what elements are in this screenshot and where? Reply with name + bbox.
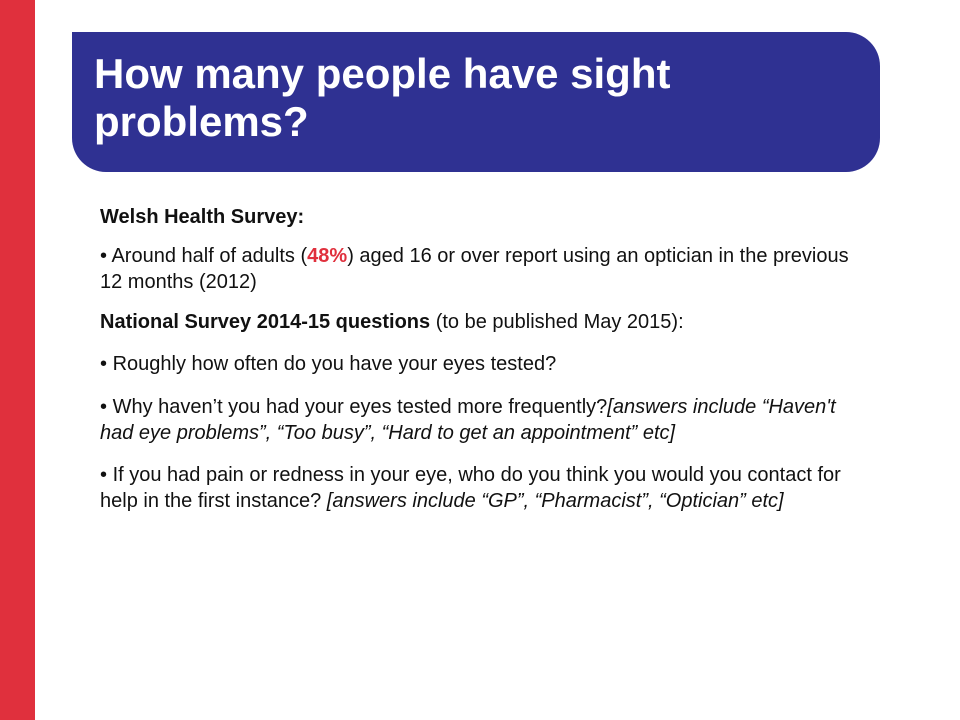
title-banner: How many people have sight problems?: [72, 32, 880, 172]
section-heading-welsh-health-survey: Welsh Health Survey:: [100, 206, 305, 228]
bullet-question-why-not: • Why haven’t you had your eyes tested m…: [100, 394, 860, 446]
bullet-marker: •: [100, 353, 108, 375]
section-heading-note: (to be published May 2015):: [430, 311, 684, 333]
bullet-text-pre: Around half of adults (: [111, 245, 308, 267]
bullet-text: Roughly how often do you have your eyes …: [112, 353, 557, 375]
bullet-marker: •: [100, 464, 108, 486]
bullet-text-post: ) aged 16 or over report using an optici…: [100, 245, 849, 293]
highlight-percentage: 48%: [307, 245, 348, 267]
slide-content: Welsh Health Survey: • Around half of ad…: [100, 204, 860, 514]
bullet-text: If you had pain or redness in your eye, …: [100, 464, 841, 512]
slide-title: How many people have sight problems?: [94, 50, 671, 145]
bullet-answers: [answers include “Haven't had eye proble…: [100, 396, 836, 444]
bullet-text: Why haven’t you had your eyes tested mor…: [112, 396, 608, 418]
bullet-marker: •: [100, 396, 108, 418]
bullet-optician-usage: • Around half of adults (48%) aged 16 or…: [100, 243, 860, 295]
section-heading-bold: National Survey 2014-15 questions: [100, 311, 431, 333]
bullet-answers: [answers include “GP”, “Pharmacist”, “Op…: [326, 490, 784, 512]
bullet-question-pain-contact: • If you had pain or redness in your eye…: [100, 462, 860, 514]
bullet-question-frequency: • Roughly how often do you have your eye…: [100, 351, 860, 377]
side-accent-bar: [0, 0, 35, 720]
section-heading-national-survey: National Survey 2014-15 questions (to be…: [100, 309, 860, 335]
bullet-marker: •: [100, 245, 108, 267]
